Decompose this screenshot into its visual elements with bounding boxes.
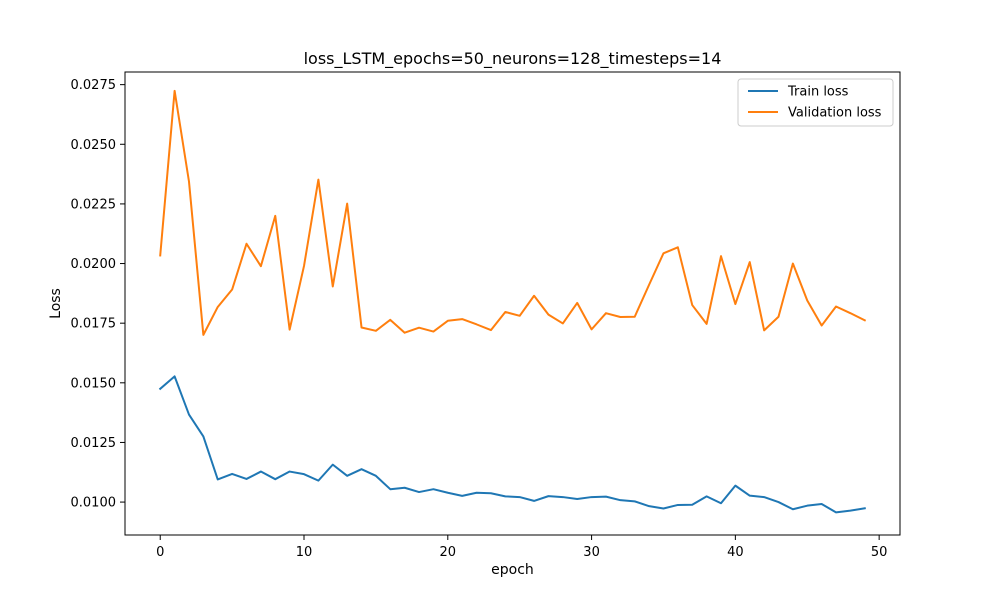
legend-label-validation-loss: Validation loss bbox=[788, 106, 882, 121]
legend-label-train-loss: Train loss bbox=[787, 85, 849, 100]
series-line-validation-loss bbox=[159, 89, 867, 336]
plot-area bbox=[125, 72, 900, 535]
chart-title: loss_LSTM_epochs=50_neurons=128_timestep… bbox=[304, 49, 722, 69]
y-tick-label: 0.0175 bbox=[71, 317, 117, 332]
y-tick-label: 0.0125 bbox=[71, 436, 117, 451]
y-tick-label: 0.0225 bbox=[71, 197, 117, 212]
series-line-train-loss bbox=[158, 375, 866, 514]
x-tick-label: 50 bbox=[871, 545, 888, 560]
legend: Train loss Validation loss bbox=[737, 78, 894, 127]
y-tick-label: 0.0250 bbox=[71, 138, 117, 153]
plot-frame bbox=[124, 71, 901, 536]
x-axis: 0 10 20 30 40 50 bbox=[156, 535, 887, 560]
x-tick-label: 10 bbox=[296, 545, 313, 560]
y-tick-label: 0.0150 bbox=[71, 376, 117, 391]
y-tick-label: 0.0100 bbox=[71, 496, 117, 511]
y-tick-label: 0.0275 bbox=[71, 78, 117, 93]
x-tick-label: 0 bbox=[156, 545, 164, 560]
x-tick-label: 30 bbox=[583, 545, 600, 560]
series-layer bbox=[158, 89, 867, 514]
y-axis-label: Loss bbox=[48, 288, 64, 319]
x-axis-label: epoch bbox=[491, 562, 534, 578]
y-tick-label: 0.0200 bbox=[71, 257, 117, 272]
y-axis: 0.0100 0.0125 0.0150 0.0175 0.0200 0.0225 0.02… bbox=[71, 78, 125, 511]
x-tick-label: 20 bbox=[440, 545, 457, 560]
x-tick-label: 40 bbox=[727, 545, 744, 560]
